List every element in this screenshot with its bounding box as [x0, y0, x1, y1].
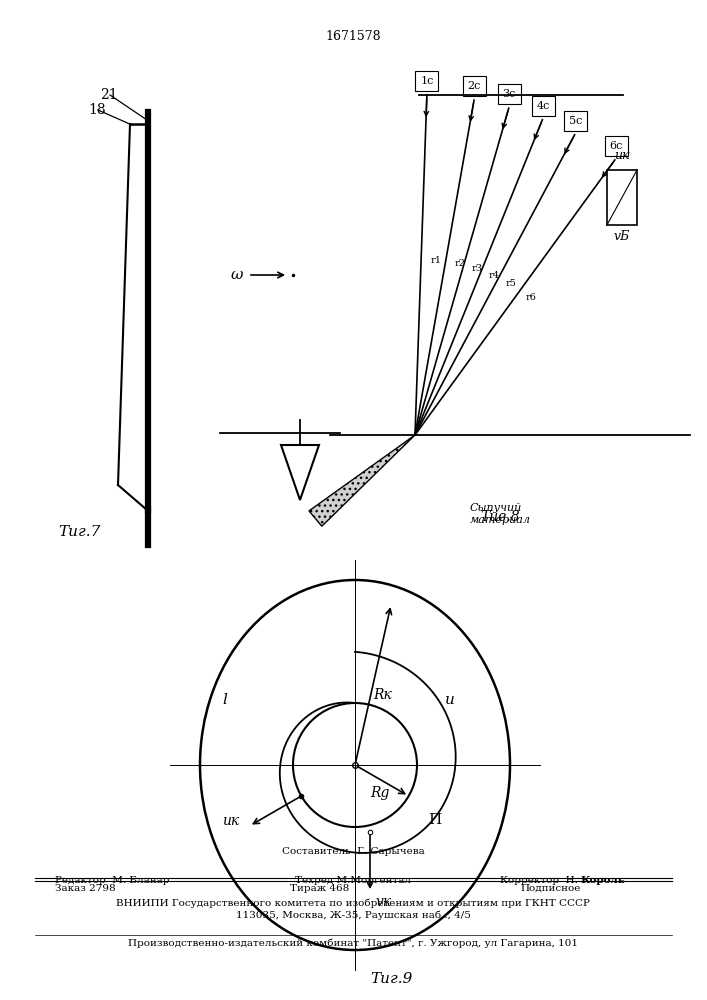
Text: u: u [445, 693, 455, 707]
Text: Заказ 2798: Заказ 2798 [55, 884, 116, 893]
Text: 18: 18 [88, 103, 105, 117]
Text: Корректор  Н.: Корректор Н. [500, 876, 581, 885]
Text: uк: uк [222, 814, 240, 828]
Text: 2c: 2c [468, 81, 481, 91]
Text: r4: r4 [489, 271, 500, 280]
Text: Подписное: Подписное [520, 884, 580, 893]
Text: 4c: 4c [537, 101, 550, 111]
Text: 6c: 6c [609, 141, 623, 151]
Text: Король: Король [580, 876, 625, 885]
Text: Τие.8: Τие.8 [480, 510, 520, 524]
Text: 1c: 1c [420, 76, 433, 86]
Text: r1: r1 [430, 256, 441, 265]
Text: ω: ω [230, 268, 243, 282]
Text: r6: r6 [525, 293, 537, 302]
Text: Производственно-издательский комбинат "Патент", г. Ужгород, ул Гагарина, 101: Производственно-издательский комбинат "П… [128, 939, 578, 948]
Bar [532, 96, 554, 116]
Text: Τиг.7: Τиг.7 [58, 525, 100, 539]
Text: Τиг.9: Τиг.9 [370, 972, 412, 986]
Text: Редактор  М. Бланар: Редактор М. Бланар [55, 876, 170, 885]
Text: Составитель  Г. Сарычева: Составитель Г. Сарычева [281, 847, 424, 856]
Text: 21: 21 [100, 88, 117, 102]
Bar [607, 170, 637, 225]
Text: 1671578: 1671578 [325, 30, 381, 43]
Text: 113035, Москва, Ж-35, Раушская наб.., 4/5: 113035, Москва, Ж-35, Раушская наб.., 4/… [235, 911, 470, 920]
Text: 5c: 5c [569, 116, 583, 126]
Text: ВНИИПИ Государственного комитета по изобретениям и открытиям при ГКНТ СССР: ВНИИПИ Государственного комитета по изоб… [116, 898, 590, 908]
Text: Rк: Rк [373, 688, 392, 702]
Bar [564, 111, 587, 131]
Text: П: П [428, 813, 442, 827]
Text: Rg: Rg [370, 786, 390, 800]
Text: l: l [223, 693, 228, 707]
Bar [463, 76, 486, 96]
Text: uк: uк [614, 149, 630, 162]
Text: 3c: 3c [503, 89, 516, 99]
Text: vк: vк [375, 895, 391, 909]
Text: Тираж 468: Тираж 468 [290, 884, 349, 893]
Bar [498, 84, 521, 104]
Text: Сыпучий
материал: Сыпучий материал [470, 503, 531, 525]
Polygon shape [309, 435, 415, 526]
Bar [604, 136, 628, 156]
Text: vБ: vБ [614, 230, 630, 243]
Text: r2: r2 [455, 259, 465, 268]
Text: r5: r5 [506, 279, 516, 288]
Bar [416, 71, 438, 91]
Text: Техред М.Моргентал: Техред М.Моргентал [295, 876, 411, 885]
Text: r3: r3 [472, 264, 483, 273]
